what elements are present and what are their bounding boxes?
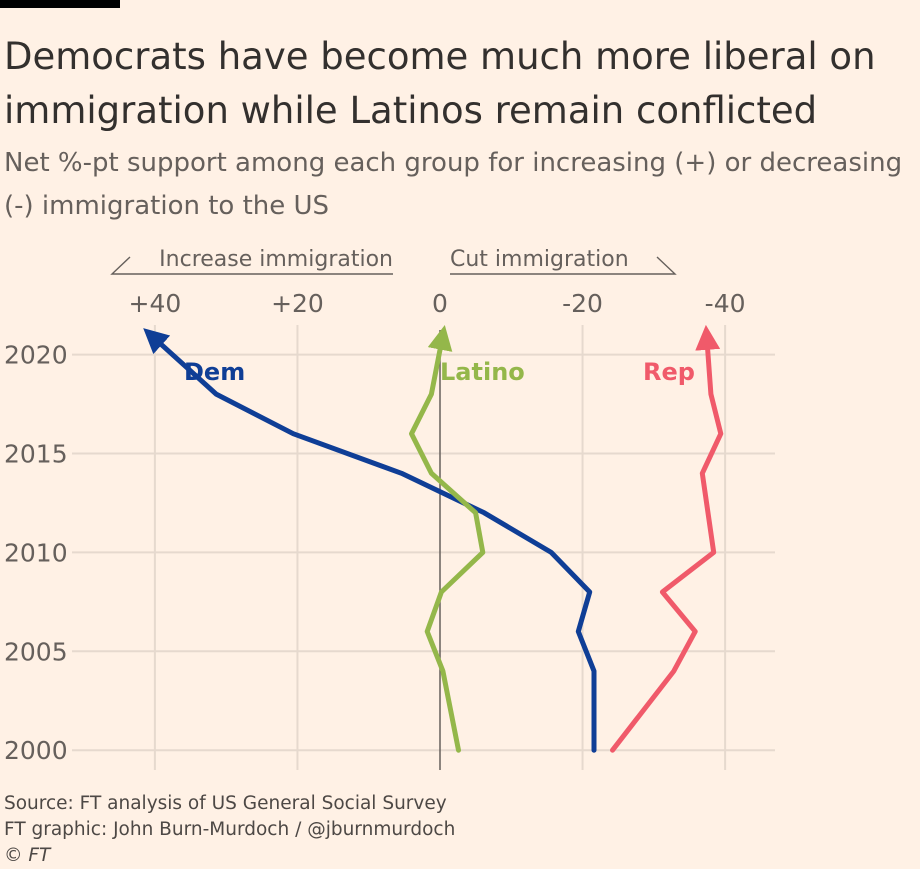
chart-title: Democrats have become much more liberal … — [4, 35, 876, 132]
grid-lines — [72, 325, 775, 770]
y-tick-label-2005: 2005 — [4, 637, 68, 666]
series-label-latino: Latino — [440, 358, 525, 386]
increase-bracket — [110, 256, 393, 275]
chart-footer: Source: FT analysis of US General Social… — [4, 791, 455, 869]
source-note: Source: FT analysis of US General Social… — [4, 793, 447, 814]
graphic-credit: FT graphic: John Burn-Murdoch / @jburnmu… — [4, 819, 456, 840]
increase-label: Increase immigration — [159, 247, 393, 272]
cut-bracket — [450, 256, 677, 275]
series-line-dem — [143, 328, 597, 753]
series-lines — [143, 324, 724, 753]
series-line-rep — [610, 324, 724, 753]
series-label-rep: Rep — [643, 358, 695, 386]
series-labels: Dem Latino Rep — [184, 358, 695, 386]
x-tick-label--20: -20 — [562, 289, 603, 318]
copyright: © FT — [4, 845, 51, 866]
y-tick-label-2000: 2000 — [4, 736, 68, 765]
x-tick-label-+20: +20 — [271, 289, 324, 318]
axis-ticks: 2000 2005 2010 2015 2020 +40 +20 0 -20 -40 — [4, 289, 746, 765]
direction-annotations: Increase immigration Cut immigration — [110, 247, 677, 275]
cut-label: Cut immigration — [450, 247, 629, 272]
ft-brand-bar — [0, 0, 120, 8]
x-tick-label--40: -40 — [705, 289, 746, 318]
x-tick-label-+40: +40 — [129, 289, 182, 318]
series-label-dem: Dem — [184, 358, 245, 386]
x-tick-label-0: 0 — [432, 289, 448, 318]
chart-subtitle: Net %-pt support among each group for in… — [4, 148, 903, 221]
y-tick-label-2010: 2010 — [4, 538, 68, 567]
series-line-latino — [409, 324, 486, 753]
y-tick-label-2020: 2020 — [4, 341, 68, 370]
y-tick-label-2015: 2015 — [4, 439, 68, 468]
